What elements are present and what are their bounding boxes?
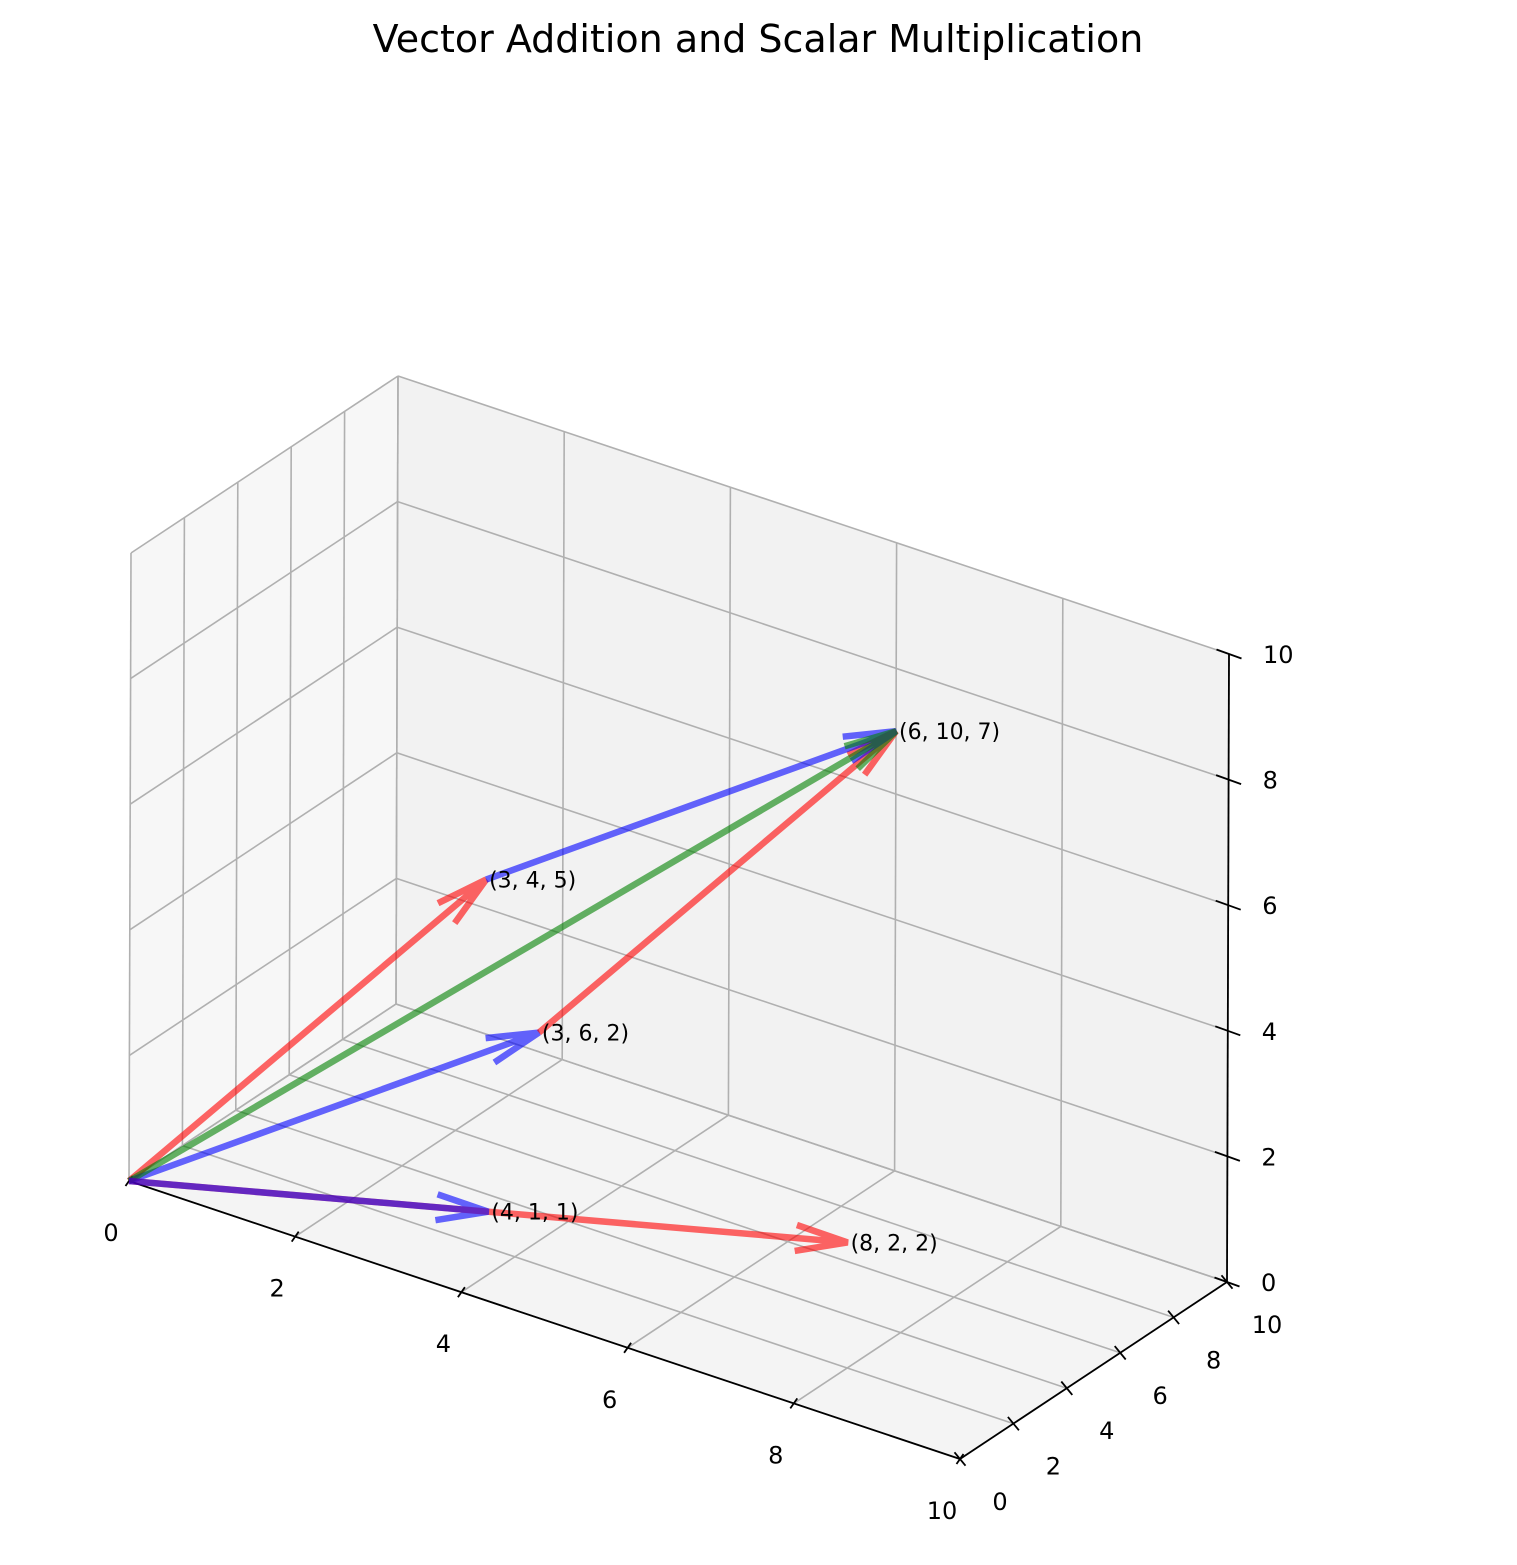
grid-line (1060, 598, 1064, 1227)
grid-line (128, 877, 397, 1057)
x-tick-label: 8 (768, 1441, 783, 1469)
grid-line (182, 1144, 1014, 1425)
x-tick-label: 6 (602, 1386, 617, 1414)
grid-line (395, 1003, 1228, 1283)
z-tick-label: 0 (1261, 1269, 1276, 1297)
vector-annotation: (3, 6, 2) (542, 1022, 629, 1047)
grid-line (793, 1225, 1062, 1405)
grid-line (341, 411, 346, 1040)
grid-line (727, 487, 732, 1116)
grid-line (397, 375, 1230, 655)
x-tick-mark (789, 1397, 799, 1409)
grid-line (235, 1109, 1068, 1389)
chart-title: Vector Addition and Scalar Multiplicatio… (373, 17, 1144, 61)
y-tick-label: 4 (1099, 1417, 1114, 1445)
y-tick-mark (1114, 1345, 1127, 1361)
x-tick-label: 0 (103, 1219, 118, 1247)
grid-line (561, 431, 566, 1060)
y-tick-label: 8 (1206, 1346, 1221, 1374)
grid-line (130, 500, 399, 680)
z-tick-label: 8 (1263, 767, 1278, 795)
x-tick-mark (623, 1342, 632, 1354)
z-tick-mark (1214, 1025, 1241, 1037)
z-axis-line (1226, 653, 1230, 1283)
z-tick-label: 2 (1261, 1143, 1276, 1171)
z-tick-label: 4 (1262, 1018, 1277, 1046)
grid-line (397, 500, 1229, 781)
grid-line (130, 375, 399, 554)
vector-v7 (128, 1177, 490, 1224)
vectors (126, 727, 899, 1255)
grid-line (627, 1170, 896, 1349)
x-axis-line (128, 1180, 961, 1460)
x-tick-label: 4 (436, 1330, 451, 1358)
grid-line (288, 1074, 1121, 1354)
y-tick-mark (1007, 1416, 1020, 1431)
y-tick-mark (953, 1451, 967, 1467)
x-tick-label: 2 (270, 1275, 285, 1303)
grid-line (396, 877, 1228, 1158)
x-tick-mark (290, 1231, 300, 1243)
y-tick-mark (1060, 1380, 1073, 1396)
y-axis-line (959, 1281, 1228, 1460)
vector-annotation: (6, 10, 7) (899, 720, 1000, 745)
y-tick-mark (1167, 1310, 1180, 1325)
vector-annotations: (3, 4, 5) (3, 6, 2) (6, 10, 7) (4, 1, 1) (8,… (489, 720, 1000, 1256)
x-tick-label: 10 (927, 1497, 958, 1525)
y-tick-label: 10 (1252, 1311, 1283, 1339)
grid-lines (128, 375, 1230, 1460)
z-tick-mark (1216, 648, 1242, 660)
grid-line (396, 626, 1229, 906)
z-tick-mark (1214, 1151, 1241, 1162)
y-tick-label: 6 (1153, 1382, 1168, 1410)
z-tick-label: 6 (1262, 892, 1277, 920)
vector-annotation: (8, 2, 2) (851, 1231, 938, 1256)
grid-line (128, 552, 132, 1182)
axis-panes (129, 376, 1229, 1459)
grid-line (288, 446, 293, 1075)
vector-annotation: (3, 4, 5) (489, 869, 576, 894)
z-tick-mark (1214, 1276, 1240, 1288)
z-tick-label: 10 (1263, 641, 1294, 669)
grid-line (129, 626, 398, 805)
grid-line (893, 542, 898, 1171)
vector-annotation: (4, 1, 1) (491, 1201, 578, 1226)
x-tick-mark (457, 1286, 466, 1298)
vector-v5 (127, 728, 899, 1184)
grid-line (294, 1058, 563, 1238)
grid-line (460, 1114, 729, 1293)
grid-line (342, 1038, 1174, 1319)
y-tick-label: 2 (1046, 1453, 1061, 1481)
axis-lines (128, 653, 1230, 1460)
grid-line (396, 752, 1229, 1032)
grid-line (235, 482, 239, 1111)
yz-pane (129, 376, 398, 1181)
grid-line (181, 517, 186, 1146)
tick-marks: 0 2 4 6 8 10 0 2 4 6 8 10 0 2 4 6 8 10 (103, 641, 1293, 1525)
z-tick-mark (1215, 774, 1242, 785)
z-tick-mark (1215, 899, 1242, 911)
grid-line (129, 752, 398, 931)
xz-pane (396, 376, 1229, 1282)
xy-pane (129, 1004, 1227, 1459)
grid-line (395, 375, 399, 1005)
y-tick-label: 0 (992, 1488, 1007, 1516)
